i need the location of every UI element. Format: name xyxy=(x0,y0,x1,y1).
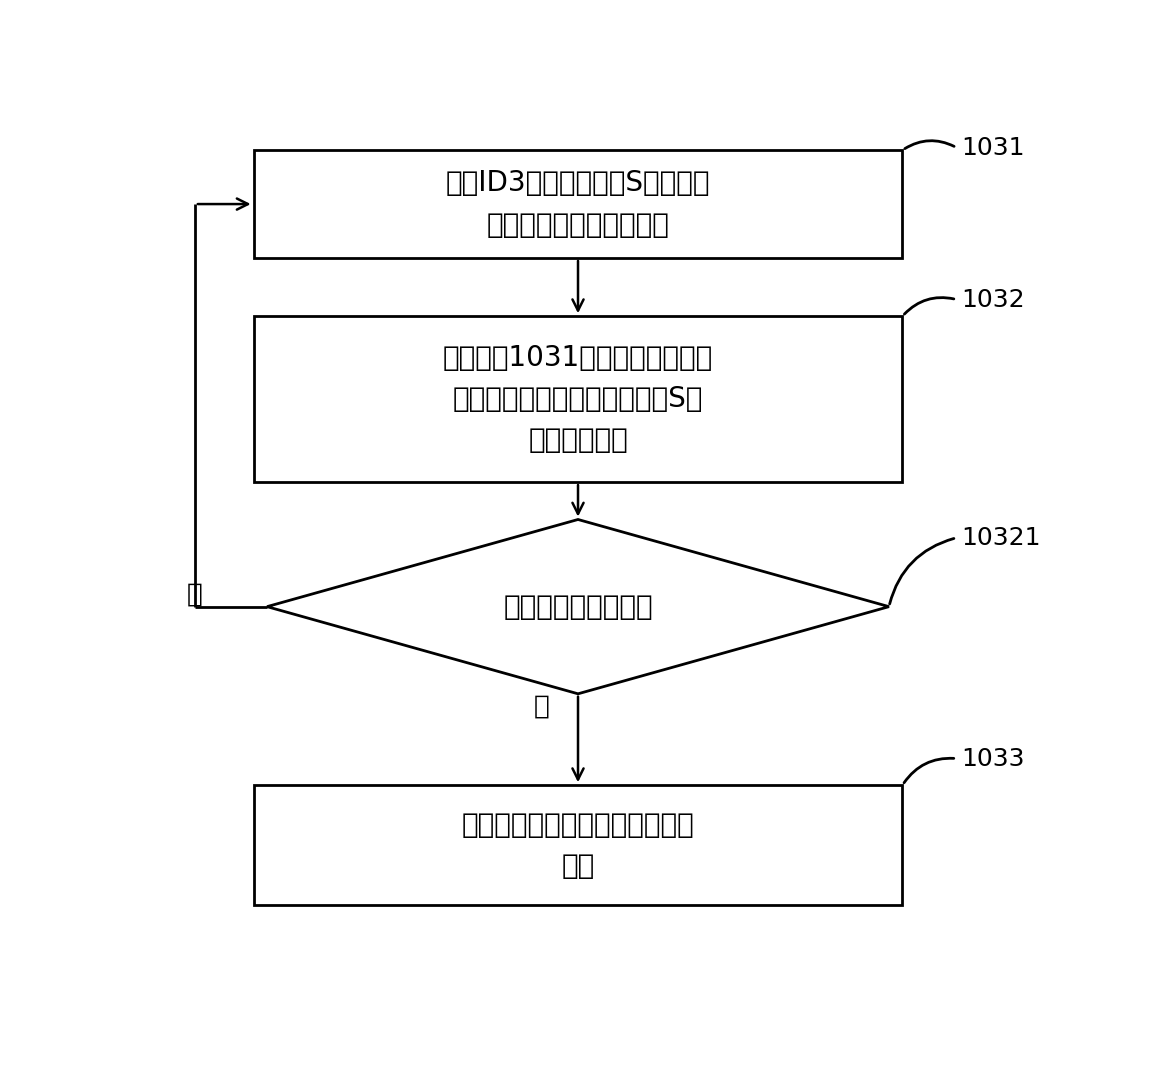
Bar xyxy=(254,316,902,482)
Text: 否: 否 xyxy=(534,693,550,719)
Text: 是: 是 xyxy=(187,581,202,607)
Text: 比较后选定合适的根节点和中间
节点: 比较后选定合适的根节点和中间 节点 xyxy=(462,811,694,880)
Text: 1032: 1032 xyxy=(961,288,1025,312)
Text: 1033: 1033 xyxy=(961,747,1025,771)
Text: 判断是否有错误分类: 判断是否有错误分类 xyxy=(504,593,652,621)
Bar xyxy=(254,150,902,258)
Polygon shape xyxy=(267,520,889,694)
Bar xyxy=(254,785,902,906)
Text: 使用步骤1031得到的信息熵和信
息增益测试计算除训练数据集S以
外的其他数据: 使用步骤1031得到的信息熵和信 息增益测试计算除训练数据集S以 外的其他数据 xyxy=(443,344,713,454)
Text: 基于ID3算法对样本集S计算各个
指标的信息熵和信息增益: 基于ID3算法对样本集S计算各个 指标的信息熵和信息增益 xyxy=(445,169,711,238)
Text: 10321: 10321 xyxy=(961,526,1041,550)
Text: 1031: 1031 xyxy=(961,136,1025,160)
